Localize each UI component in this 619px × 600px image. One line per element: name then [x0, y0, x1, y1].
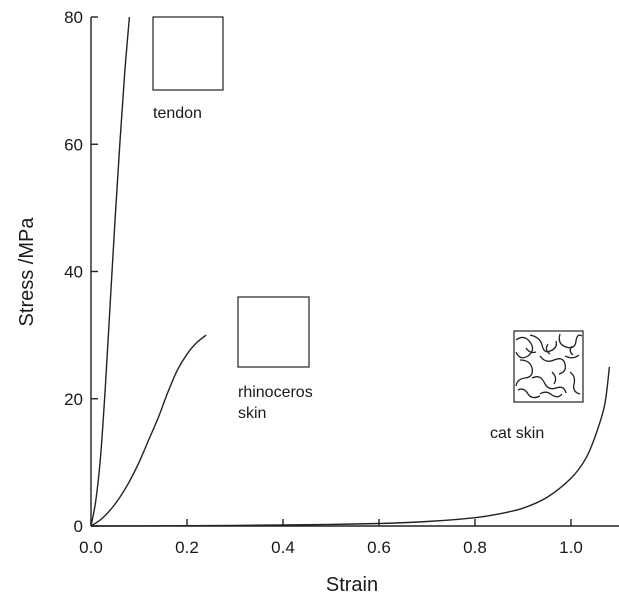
x-tick-label: 0.4 — [271, 538, 295, 557]
annotation-cat-skin-label: cat skin — [490, 425, 544, 442]
x-axis-title: Strain — [326, 574, 378, 596]
y-tick-label: 40 — [64, 263, 83, 282]
annotation-tendon-label: tendon — [153, 105, 202, 122]
annotation-cat-skin: cat skin — [490, 330, 584, 442]
annotation-rhinoceros-label-line1: rhinoceros — [238, 384, 313, 401]
x-tick-label: 0.2 — [175, 538, 199, 557]
series-tendon-line — [90, 16, 131, 527]
y-axis-title-group: Stress /MPa — [16, 217, 38, 327]
rhinoceros-crosshatch-icon — [237, 296, 310, 368]
annotation-tendon: tendon — [152, 16, 224, 122]
tendon-fiber-icon — [152, 16, 224, 91]
annotation-rhinoceros-label-line2: skin — [238, 405, 266, 422]
annotation-rhinoceros-skin: rhinoceros skin — [237, 296, 313, 422]
cat-skin-cell-pattern — [515, 333, 583, 399]
x-tick-label: 0.6 — [367, 538, 391, 557]
x-tick-label: 1.0 — [559, 538, 583, 557]
x-tick-label: 0.8 — [463, 538, 487, 557]
y-tick-label: 0 — [74, 517, 83, 536]
y-tick-label: 80 — [64, 8, 83, 27]
x-tick-label: 0.0 — [79, 538, 103, 557]
series-cat-skin-line — [90, 366, 611, 527]
plot-area: 0 20 40 60 80 0.0 0.2 0.4 0.6 0.8 1.0 — [64, 8, 619, 557]
y-tick-label: 60 — [64, 135, 83, 154]
y-axis-title: Stress /MPa — [16, 217, 38, 327]
series-rhinoceros-skin-line — [90, 334, 207, 527]
y-tick-label: 20 — [64, 390, 83, 409]
cat-skin-cell-icon — [513, 330, 584, 403]
